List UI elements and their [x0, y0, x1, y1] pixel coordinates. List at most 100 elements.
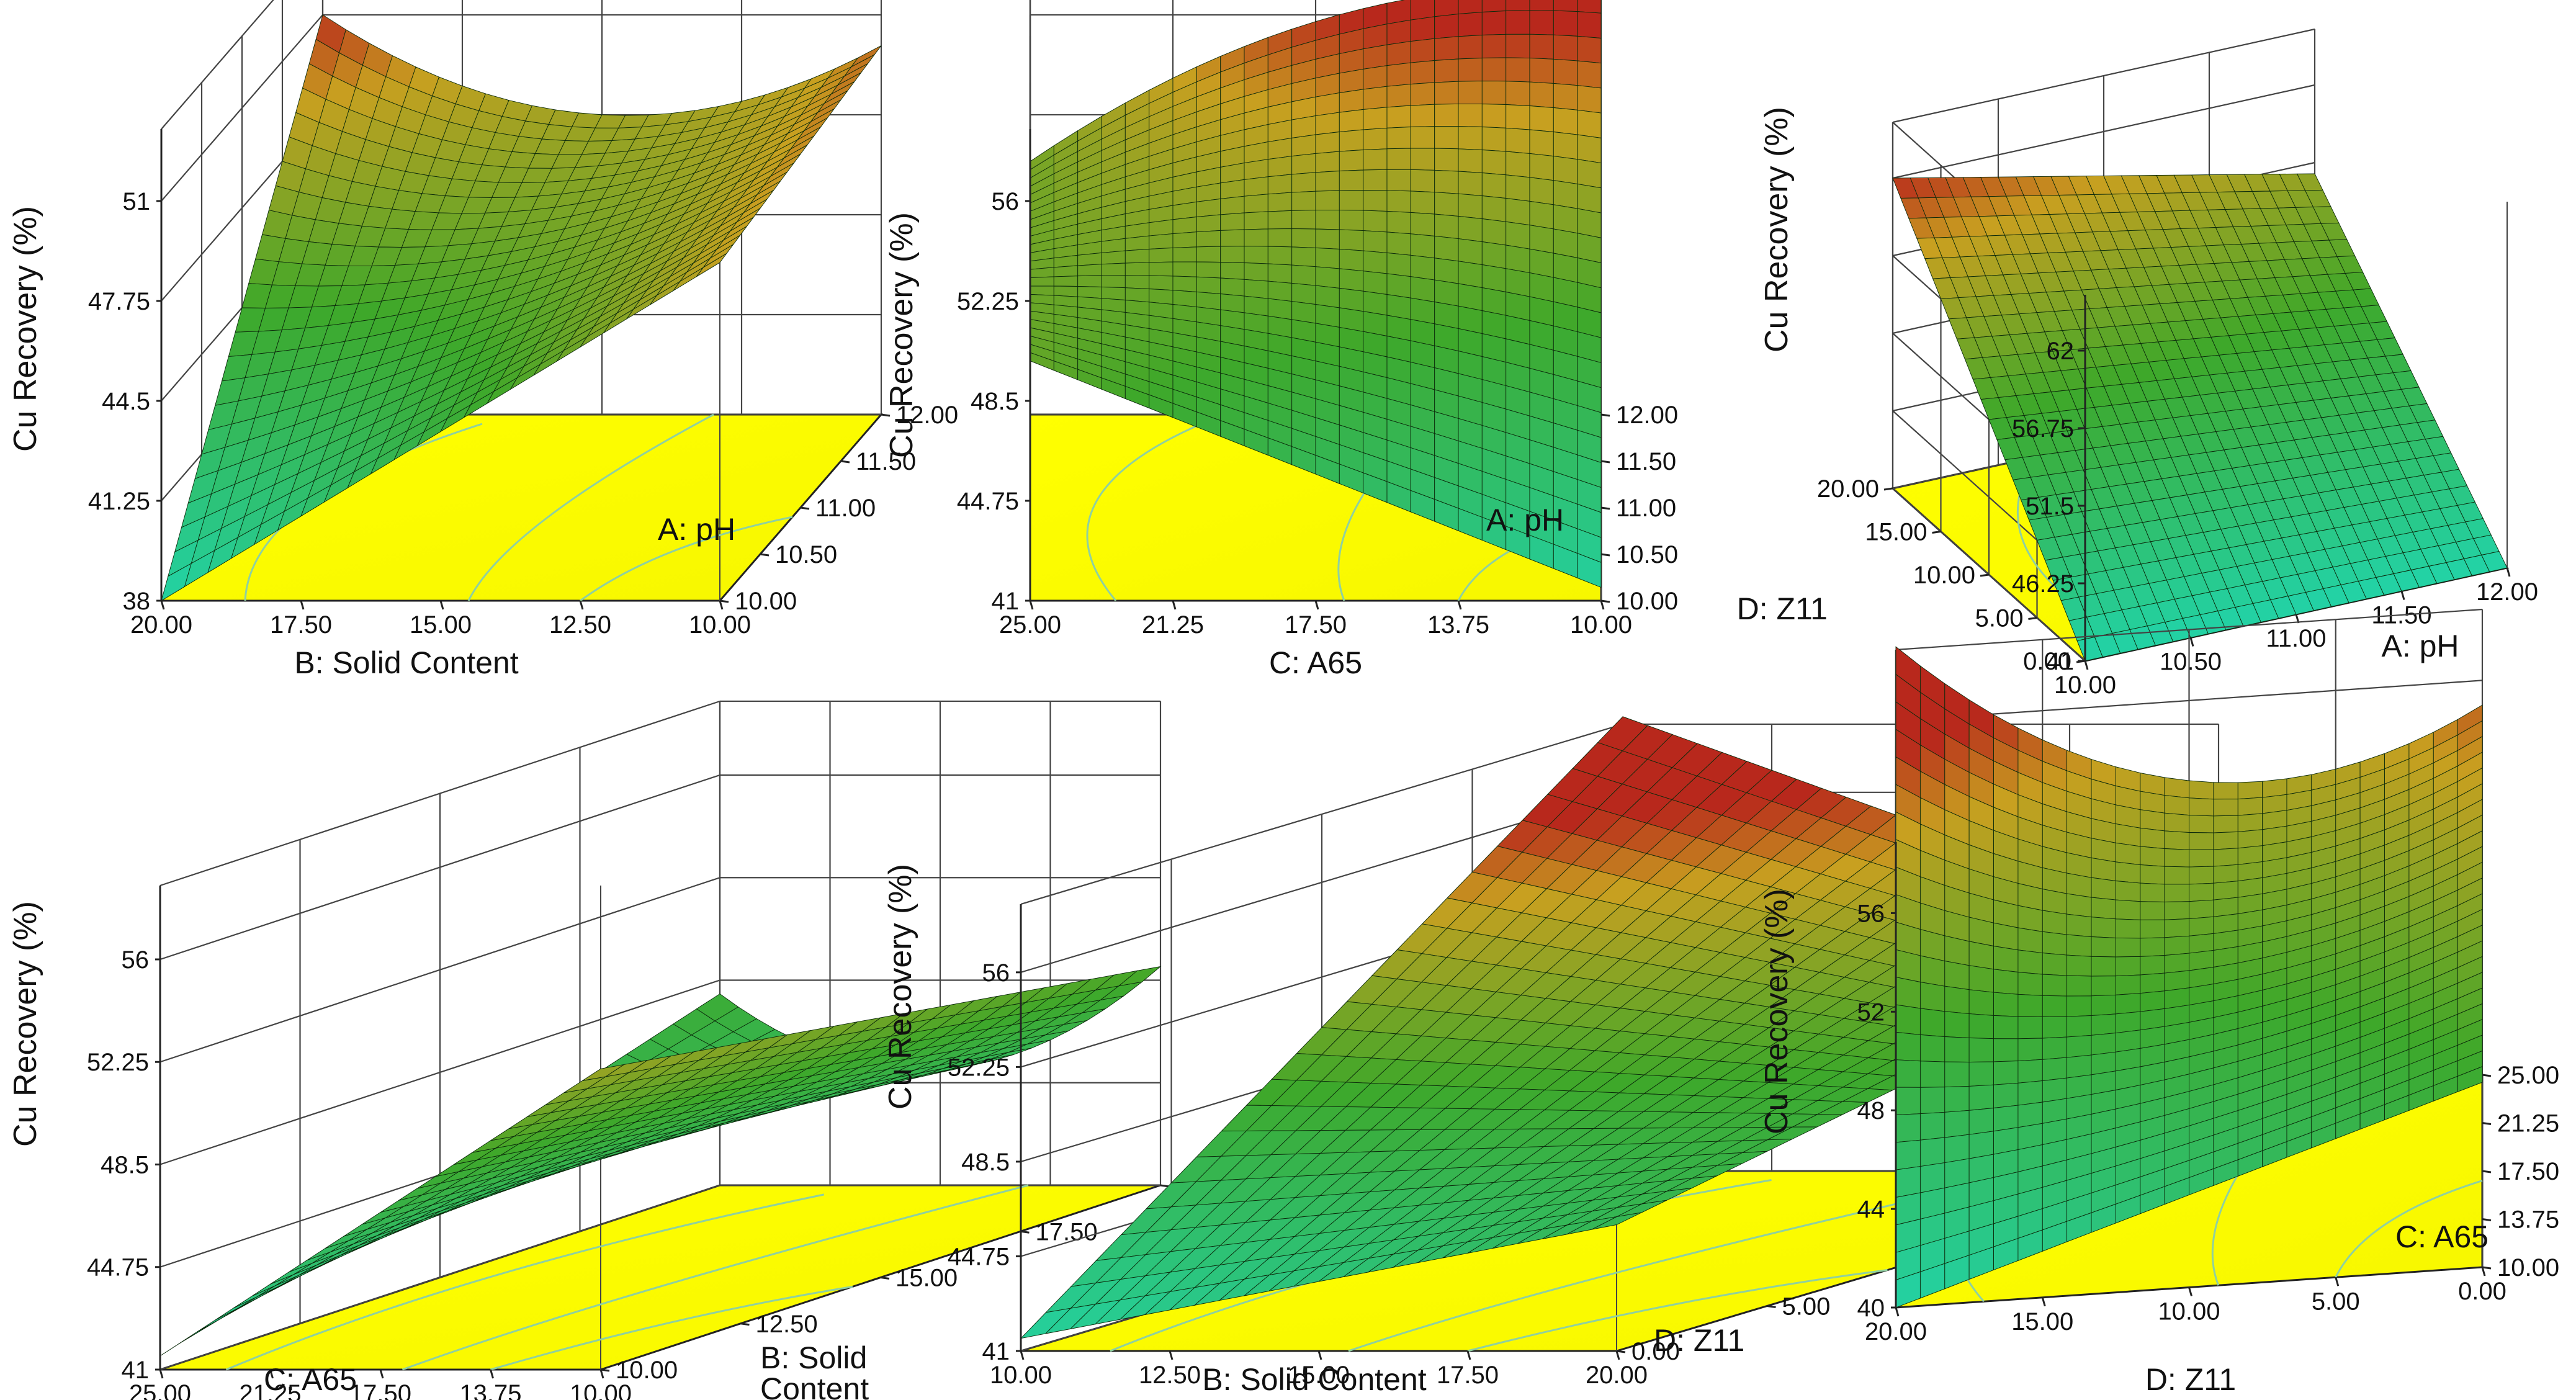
x-tick-label: 15.00 — [410, 611, 472, 639]
z-tick-label: 41 — [982, 1338, 1010, 1365]
y-tick-mark — [1600, 460, 1610, 464]
x-tick-mark — [2041, 1297, 2046, 1307]
z-tick-label: 56.75 — [2012, 415, 2074, 442]
z-tick-label: 56 — [992, 188, 1020, 215]
x-tick-label: 13.75 — [1427, 611, 1489, 639]
x-tick-mark — [1172, 600, 1177, 610]
y-axis-label: D: Z11 — [1654, 1323, 1744, 1358]
y-axis-label: D: Z11 — [1737, 591, 1828, 626]
y-tick-mark — [2028, 617, 2037, 620]
y-tick-mark — [881, 413, 891, 417]
x-tick-mark — [1615, 1350, 1620, 1360]
y-tick-label: 10.00 — [735, 588, 797, 615]
x-tick-label: 25.00 — [999, 611, 1061, 639]
x-tick-label: 10.00 — [570, 1380, 632, 1400]
x-axis-label: A: pH — [2381, 629, 2459, 663]
z-axis-label: Cu Recovery (%) — [7, 901, 43, 1147]
x-tick-mark — [2506, 567, 2511, 577]
x-tick-mark — [1314, 600, 1319, 610]
surface-plot-2: 41 44.75 48.5 52.25 56 Cu Recovery (%) 25.00 21… — [884, 0, 1678, 680]
x-tick-label: 10.50 — [2160, 648, 2222, 676]
z-tick-label: 44 — [1857, 1196, 1885, 1223]
y-tick-label: 0.00 — [1631, 1338, 1680, 1365]
y-tick-label: 10.50 — [775, 541, 837, 568]
y-tick-mark — [719, 599, 729, 603]
y-axis-label: A: pH — [658, 512, 735, 547]
z-axis-label: Cu Recovery (%) — [882, 864, 918, 1110]
x-tick-label: 17.50 — [349, 1380, 411, 1400]
y-tick-mark — [1600, 506, 1610, 510]
x-tick-label: 5.00 — [2312, 1288, 2360, 1315]
y-tick-mark — [2482, 1122, 2492, 1125]
x-tick-mark — [2335, 1277, 2340, 1286]
z-tick-label: 38 — [123, 588, 151, 615]
x-tick-label: 10.00 — [689, 611, 751, 639]
y-tick-label: 17.50 — [2497, 1158, 2559, 1185]
y-tick-mark — [2482, 1218, 2492, 1221]
y-tick-mark — [1600, 553, 1610, 557]
y-tick-label: 20.00 — [1817, 475, 1879, 503]
x-tick-label: 15.00 — [2011, 1308, 2073, 1335]
x-tick-label: 13.75 — [459, 1380, 521, 1400]
z-tick-label: 52.25 — [948, 1054, 1010, 1081]
y-tick-label: 13.75 — [2497, 1206, 2559, 1234]
x-tick-mark — [300, 600, 305, 610]
y-tick-label: 10.00 — [616, 1357, 678, 1384]
y-tick-label: 25.00 — [2497, 1062, 2559, 1089]
z-tick-label: 48.5 — [961, 1149, 1010, 1176]
z-tick-label: 56 — [1857, 900, 1885, 927]
y-axis-label: Content — [760, 1371, 869, 1400]
x-tick-label: 11.00 — [2266, 625, 2326, 652]
z-axis-label: Cu Recovery (%) — [884, 212, 920, 458]
x-tick-label: 20.00 — [130, 611, 192, 639]
z-tick-label: 47.75 — [88, 288, 150, 315]
z-tick-label: 51 — [123, 188, 151, 215]
z-tick-label: 62 — [2047, 338, 2075, 365]
z-tick-label: 41 — [992, 588, 1020, 615]
z-tick-label: 41 — [2047, 648, 2075, 675]
z-tick-label: 44.5 — [102, 388, 150, 415]
x-tick-mark — [2189, 637, 2194, 647]
y-tick-label: 21.25 — [2497, 1110, 2559, 1138]
z-tick-label: 56 — [982, 959, 1010, 987]
x-tick-label: 20.00 — [1865, 1318, 1927, 1345]
z-tick-label: 52.25 — [87, 1049, 149, 1076]
x-tick-label: 12.50 — [549, 611, 611, 639]
y-tick-mark — [1600, 599, 1610, 603]
x-tick-label: 10.00 — [990, 1362, 1052, 1389]
x-tick-mark — [1020, 1350, 1025, 1360]
x-tick-label: 17.50 — [1285, 611, 1347, 639]
x-tick-mark — [1466, 1350, 1471, 1360]
floor-contours — [225, 1184, 1029, 1371]
z-tick-label: 46.25 — [2012, 570, 2074, 598]
y-tick-label: 10.00 — [1913, 562, 1975, 589]
y-axis-label: B: Solid — [760, 1340, 867, 1375]
x-tick-mark — [579, 600, 584, 610]
y-tick-label: 0.00 — [2023, 648, 2071, 675]
y-tick-mark — [2482, 1266, 2492, 1270]
x-axis-label: C: A65 — [264, 1362, 357, 1397]
x-tick-mark — [2188, 1287, 2192, 1296]
x-axis-label: B: Solid Content — [1202, 1362, 1426, 1397]
x-tick-label: 0.00 — [2458, 1278, 2506, 1305]
x-tick-mark — [159, 1369, 164, 1379]
z-axis-label: Cu Recovery (%) — [7, 206, 43, 452]
x-axis-label: D: Z11 — [2145, 1362, 2236, 1397]
x-tick-mark — [379, 1369, 384, 1379]
z-tick-label: 48 — [1857, 1097, 1885, 1124]
y-tick-mark — [2482, 1170, 2492, 1173]
y-tick-mark — [2076, 660, 2086, 663]
response-surface — [1895, 646, 2483, 1308]
response-surface — [161, 14, 882, 601]
y-tick-label: 12.00 — [1616, 402, 1678, 429]
z-tick-label: 44.75 — [87, 1254, 149, 1281]
x-tick-mark — [160, 600, 165, 610]
y-tick-label: 11.00 — [815, 495, 876, 522]
y-tick-mark — [740, 1322, 750, 1326]
z-tick-label: 44.75 — [948, 1243, 1010, 1270]
z-tick-label: 44.75 — [957, 488, 1019, 515]
x-axis-label: C: A65 — [1269, 645, 1362, 680]
x-axis-label: B: Solid Content — [294, 645, 518, 680]
x-tick-label: 10.00 — [1570, 611, 1632, 639]
y-tick-mark — [2482, 1074, 2492, 1077]
